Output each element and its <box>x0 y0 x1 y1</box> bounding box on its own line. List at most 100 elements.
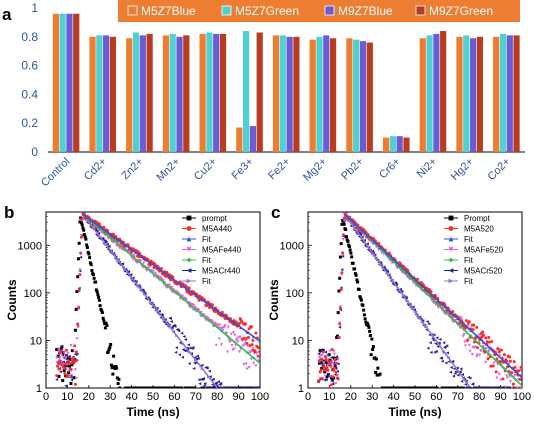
data-point <box>105 323 109 327</box>
data-point <box>449 366 453 370</box>
data-point <box>246 335 250 339</box>
fit-point <box>187 350 191 354</box>
a-legend-swatch <box>324 5 335 16</box>
fit-point <box>501 365 505 369</box>
a-bar <box>346 38 353 152</box>
data-point <box>197 378 201 382</box>
data-point <box>247 365 251 369</box>
a-legend-swatch <box>415 5 426 16</box>
data-point <box>64 384 68 388</box>
data-point <box>57 367 61 371</box>
data-point <box>66 351 70 355</box>
data-point <box>371 345 375 349</box>
data-point <box>363 317 367 321</box>
legend-label: M5ACr440 <box>202 267 241 276</box>
fit-point <box>456 316 460 321</box>
legend-label: Fit <box>464 256 474 265</box>
data-point <box>229 332 233 336</box>
data-point <box>183 349 187 353</box>
a-bar <box>236 127 243 152</box>
fit-point <box>366 234 370 238</box>
a-bar <box>316 36 323 152</box>
data-point <box>72 349 76 353</box>
data-point <box>198 382 202 386</box>
data-point <box>484 336 488 340</box>
data-point <box>242 362 246 366</box>
data-point <box>489 364 493 368</box>
data-point <box>361 303 365 307</box>
data-point <box>137 386 141 388</box>
fit-point <box>110 234 114 238</box>
data-point <box>209 386 213 388</box>
fit-point <box>417 315 421 320</box>
fit-point <box>130 253 134 258</box>
fit-point <box>449 360 453 364</box>
fit-point <box>181 297 185 301</box>
data-point <box>207 369 211 373</box>
fit-point <box>136 284 140 288</box>
x-tick-label: 0 <box>43 391 49 403</box>
data-point <box>508 380 512 384</box>
a-bar <box>403 137 410 152</box>
data-point <box>455 386 459 388</box>
fit-point <box>494 359 498 363</box>
fit-point <box>97 226 102 231</box>
data-point <box>74 350 78 354</box>
a-category-label: Control <box>39 156 73 190</box>
data-point <box>187 362 191 366</box>
data-point <box>221 329 225 333</box>
data-point <box>57 349 61 353</box>
data-point <box>228 340 232 344</box>
data-point <box>365 321 369 325</box>
data-point <box>73 344 77 348</box>
legend-label: Fit <box>202 256 212 265</box>
a-bar <box>89 36 96 152</box>
data-point <box>103 326 107 330</box>
data-point <box>463 340 467 344</box>
data-point <box>177 329 181 333</box>
fit-point <box>85 218 89 222</box>
data-point <box>61 379 65 383</box>
data-point <box>498 354 502 358</box>
x-tick-label: 70 <box>452 391 464 403</box>
fit-point <box>475 334 479 338</box>
data-point <box>327 386 331 388</box>
a-bar <box>73 13 80 153</box>
a-bar <box>493 36 500 152</box>
fit-point <box>104 242 108 247</box>
legend-label: prompt <box>202 214 228 223</box>
data-point <box>490 340 494 344</box>
data-point <box>478 386 482 388</box>
fit-point <box>142 256 147 261</box>
data-point <box>374 370 378 374</box>
data-point <box>189 386 193 388</box>
data-point <box>233 386 237 388</box>
data-point <box>160 314 164 318</box>
data-point <box>443 345 447 349</box>
data-point <box>511 382 515 386</box>
data-point <box>320 377 324 381</box>
a-legend-label: M9Z7Green <box>429 4 493 18</box>
data-point <box>478 353 482 357</box>
fit-point <box>97 224 102 229</box>
data-point <box>371 249 375 253</box>
data-point <box>513 365 517 369</box>
data-point <box>79 235 83 239</box>
data-point <box>95 229 99 233</box>
data-point <box>368 329 372 333</box>
data-point <box>137 283 141 287</box>
data-point <box>335 355 339 359</box>
data-point <box>104 321 108 325</box>
data-point <box>106 243 110 247</box>
a-category-label: Co2+ <box>485 156 512 183</box>
data-point <box>61 353 65 357</box>
data-point <box>108 345 112 349</box>
data-point <box>61 360 65 364</box>
fit-point <box>424 291 428 295</box>
data-point <box>100 309 104 313</box>
data-point <box>55 356 59 360</box>
data-point <box>196 354 200 358</box>
data-point <box>225 332 229 336</box>
data-point <box>338 322 342 326</box>
data-point <box>338 255 342 259</box>
